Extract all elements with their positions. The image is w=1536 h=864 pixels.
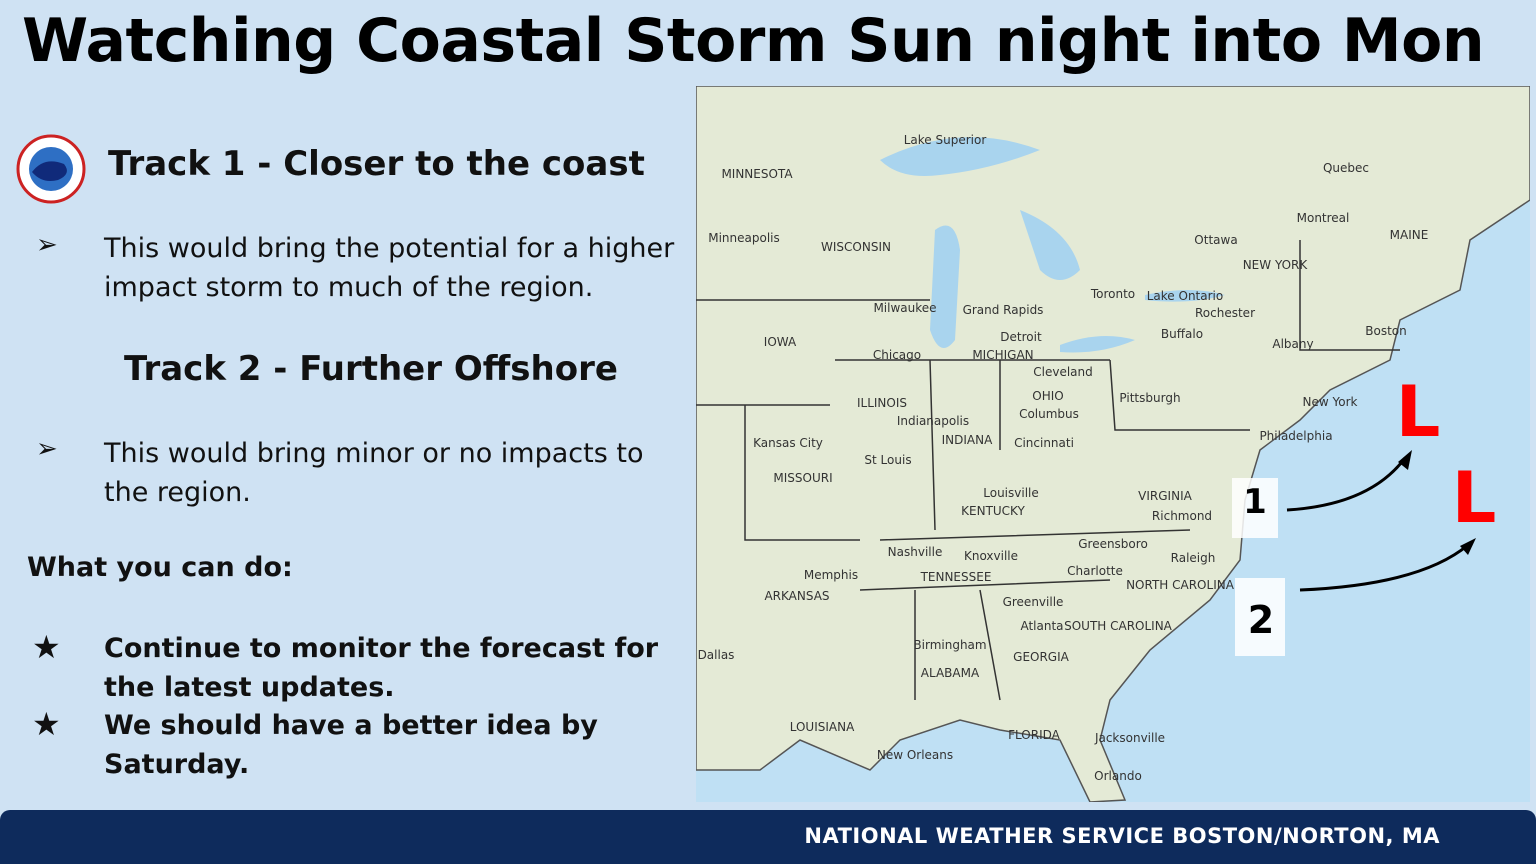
- track-number: 1: [1243, 482, 1267, 522]
- map-label: Ottawa: [1194, 233, 1237, 247]
- track1-heading: Track 1 - Closer to the coast: [108, 144, 645, 184]
- map-label: OHIO: [1032, 389, 1063, 403]
- map-label: Richmond: [1152, 509, 1212, 523]
- map-label: Columbus: [1019, 407, 1079, 421]
- map-label: INDIANA: [942, 433, 993, 447]
- map-label: WISCONSIN: [821, 240, 891, 254]
- footer-text: NATIONAL WEATHER SERVICE BOSTON/NORTON, …: [804, 824, 1440, 848]
- map-label: Milwaukee: [873, 301, 936, 315]
- map-label: St Louis: [864, 453, 911, 467]
- low-marker: L: [1396, 371, 1441, 453]
- star: ★: [32, 628, 61, 666]
- track-number: 2: [1248, 598, 1274, 642]
- star: ★: [32, 705, 61, 743]
- map-label: ARKANSAS: [764, 589, 829, 603]
- map-label: Toronto: [1090, 287, 1135, 301]
- map-label: Philadelphia: [1259, 429, 1332, 443]
- map-label: Kansas City: [753, 436, 823, 450]
- map-label: Lake Superior: [904, 133, 987, 147]
- map-label: Greenville: [1003, 595, 1064, 609]
- map-label: TENNESSEE: [920, 570, 992, 584]
- map-label: Birmingham: [913, 638, 986, 652]
- map-label: New Orleans: [877, 748, 953, 762]
- actions-heading: What you can do:: [27, 552, 293, 583]
- map-label: Cleveland: [1033, 365, 1093, 379]
- map-label: Memphis: [804, 568, 858, 582]
- map-label: MISSOURI: [773, 471, 832, 485]
- low-marker: L: [1452, 457, 1497, 539]
- bullet-marker: ➢: [36, 434, 58, 464]
- map-label: Dallas: [698, 648, 735, 662]
- map-label: NORTH CAROLINA: [1126, 578, 1235, 592]
- map-label: MINNESOTA: [721, 167, 793, 181]
- map-label: NEW YORK: [1243, 258, 1309, 272]
- map-label: VIRGINIA: [1138, 489, 1192, 503]
- map-label: Cincinnati: [1014, 436, 1074, 450]
- map-label: Jacksonville: [1094, 731, 1165, 745]
- map-label: SOUTH CAROLINA: [1064, 619, 1173, 633]
- map-label: New York: [1303, 395, 1358, 409]
- map-label: Greensboro: [1078, 537, 1148, 551]
- nws-logo: [16, 134, 86, 204]
- map-label: Pittsburgh: [1119, 391, 1180, 405]
- map-label: Grand Rapids: [963, 303, 1044, 317]
- bullet-marker: ➢: [36, 230, 58, 260]
- map: Lake Superior MINNESOTA Minneapolis WISCONS…: [696, 86, 1530, 802]
- map-label: Quebec: [1323, 161, 1369, 175]
- map-label: Montreal: [1297, 211, 1350, 225]
- map-label: Buffalo: [1161, 327, 1203, 341]
- map-label: Lake Ontario: [1147, 289, 1223, 303]
- map-label: KENTUCKY: [961, 504, 1025, 518]
- map-label: Atlanta: [1020, 619, 1063, 633]
- footer: NATIONAL WEATHER SERVICE BOSTON/NORTON, …: [0, 810, 1536, 864]
- map-label: Charlotte: [1067, 564, 1123, 578]
- track2-heading: Track 2 - Further Offshore: [124, 349, 618, 389]
- track1-text: This would bring the potential for a hig…: [104, 233, 675, 303]
- map-label: Louisville: [983, 486, 1039, 500]
- map-label: LOUISIANA: [790, 720, 855, 734]
- map-label: GEORGIA: [1013, 650, 1070, 664]
- map-label: Orlando: [1094, 769, 1142, 783]
- map-label: IOWA: [764, 335, 797, 349]
- map-label: Knoxville: [964, 549, 1018, 563]
- map-label: Raleigh: [1171, 551, 1216, 565]
- action-item: We should have a better idea by Saturday…: [104, 710, 598, 780]
- map-label: ALABAMA: [921, 666, 980, 680]
- map-label: FLORIDA: [1008, 728, 1061, 742]
- track2-text: This would bring minor or no impacts to …: [104, 438, 644, 508]
- map-label: Minneapolis: [708, 231, 780, 245]
- map-label: Nashville: [888, 545, 943, 559]
- map-label: ILLINOIS: [857, 396, 907, 410]
- map-label: Albany: [1272, 337, 1313, 351]
- title: Watching Coastal Storm Sun night into Mo…: [22, 6, 1485, 76]
- map-label: Boston: [1365, 324, 1406, 338]
- action-item: Continue to monitor the forecast for the…: [104, 633, 659, 703]
- map-label: Rochester: [1195, 306, 1255, 320]
- map-label: Detroit: [1000, 330, 1042, 344]
- map-label: Indianapolis: [897, 414, 969, 428]
- map-label: MICHIGAN: [972, 348, 1033, 362]
- map-label: MAINE: [1390, 228, 1429, 242]
- map-label: Chicago: [873, 348, 921, 362]
